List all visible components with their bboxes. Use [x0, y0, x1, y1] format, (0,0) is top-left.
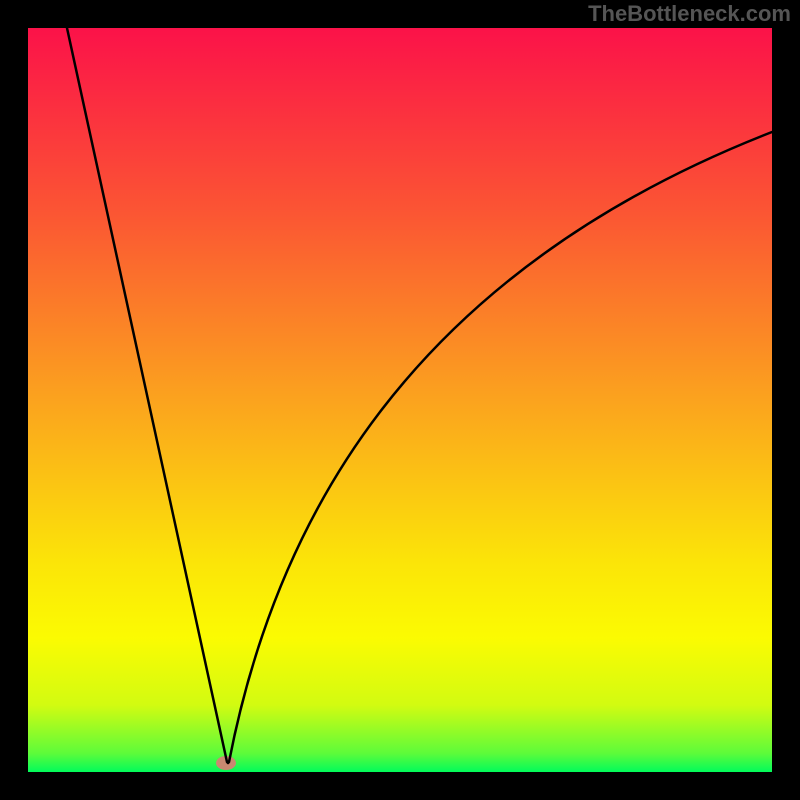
watermark-text: TheBottleneck.com [588, 1, 791, 27]
curve-layer [0, 0, 800, 800]
bottleneck-curve [67, 28, 772, 763]
chart-container: TheBottleneck.com [0, 0, 800, 800]
